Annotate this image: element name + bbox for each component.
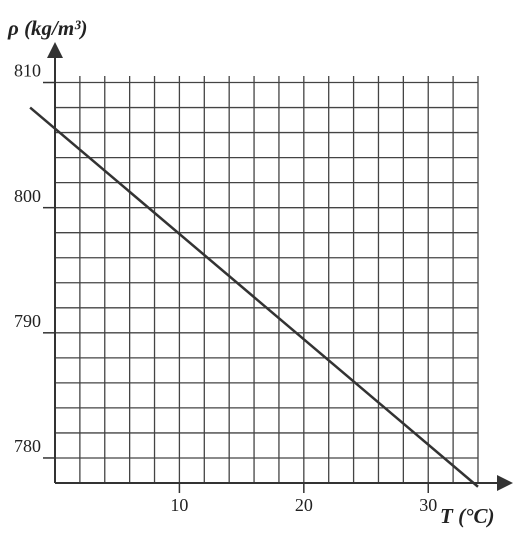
- y-tick-label: 810: [14, 61, 41, 81]
- x-tick-label: 20: [295, 495, 313, 515]
- y-tick-label: 780: [14, 436, 41, 456]
- x-axis-label: T (°C): [440, 504, 494, 528]
- data-line: [29, 106, 479, 488]
- y-tick-label: 790: [14, 311, 41, 331]
- x-tick-label: 10: [170, 495, 188, 515]
- x-tick-label: 30: [419, 495, 437, 515]
- y-axis-label: ρ (kg/m³): [7, 16, 88, 40]
- y-tick-label: 800: [14, 186, 41, 206]
